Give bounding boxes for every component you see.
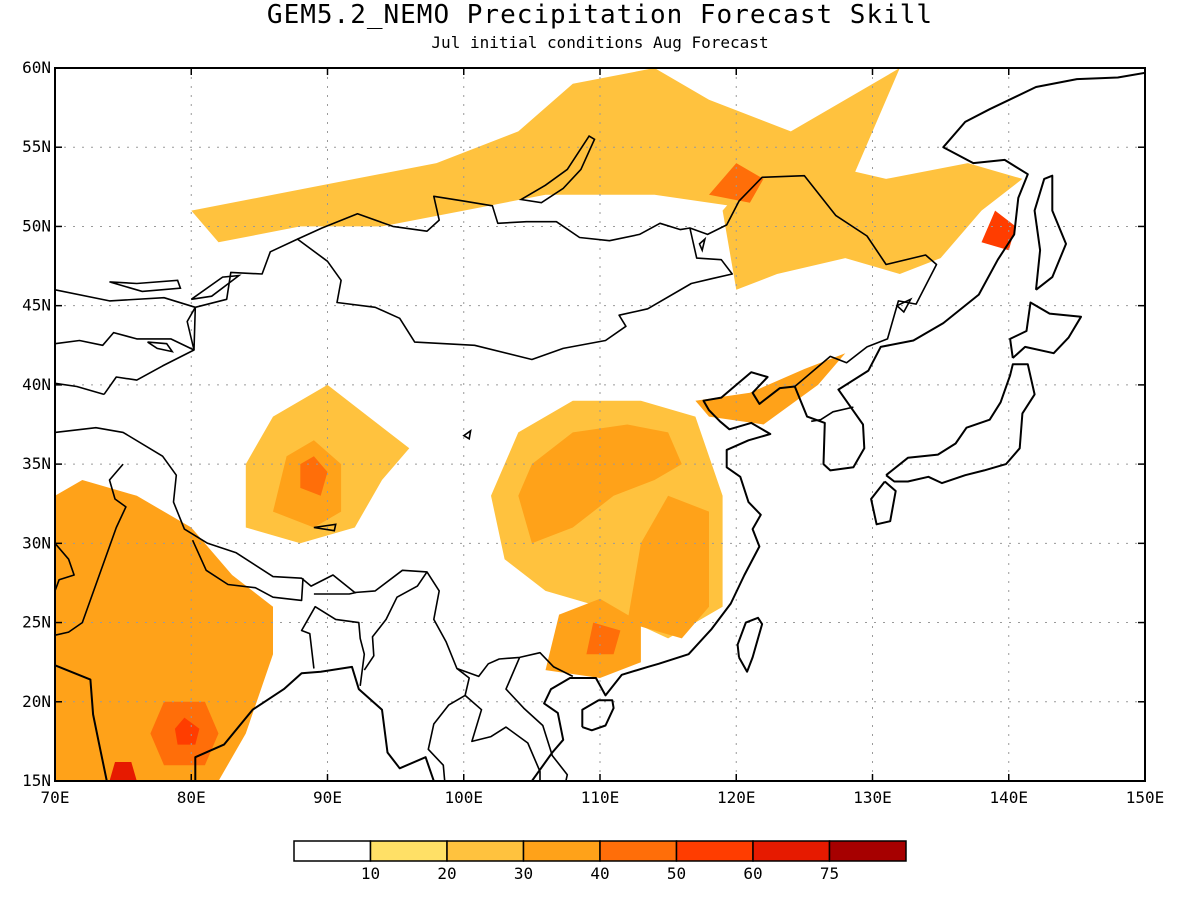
colorbar-swatch [828,840,907,862]
lat-tick-label: 60N [22,58,51,77]
colorbar-label: 20 [437,864,456,883]
lon-tick-label: 150E [1126,788,1165,807]
lake-outline [109,279,182,293]
lon-tick-label: 90E [313,788,342,807]
skill-region-jiangnan [627,495,709,639]
coastline [1009,301,1082,359]
coastline [1033,174,1067,291]
lat-tick-label: 25N [22,613,51,632]
chart-title: GEM5.2_NEMO Precipitation Forecast Skill [266,0,934,30]
country-border [55,331,195,351]
colorbar-swatch [675,840,754,862]
skill-region-tibet-core [300,456,328,496]
lake-outline [698,236,707,253]
lon-tick-label: 110E [581,788,620,807]
colorbar: 10 20 30 40 50 60 75 [293,840,907,883]
coastline [531,71,1145,781]
skill-region-south-china-core [586,622,621,655]
lat-tick-label: 30N [22,533,51,552]
skill-region-india-hotspot [174,717,200,745]
gridlines [55,68,1145,781]
coastline [55,664,108,781]
colorbar-swatch [446,840,525,862]
country-border [186,306,196,351]
lake-outline [147,341,175,353]
colorbar-label: 30 [514,864,533,883]
country-border [300,605,366,687]
coastline [581,699,615,732]
lat-tick-label: 35N [22,454,51,473]
country-border [103,174,938,395]
lat-tick-label: 55N [22,137,51,156]
country-border [55,542,75,592]
country-border [297,195,691,242]
country-border [191,539,304,602]
colorbar-swatch [369,840,448,862]
skill-region-siberia-north [191,68,900,243]
axis-ticks: 70E 80E 90E 100E 110E 120E 130E 140E 150E 15N 20N 2… [22,58,1164,807]
coastline [870,480,897,526]
lat-tick-label: 20N [22,692,51,711]
country-border [55,463,127,636]
coastline [885,363,1036,485]
lake-outline [190,274,242,301]
country-border [55,426,574,678]
colorbar-label: 60 [743,864,762,883]
lon-tick-label: 100E [444,788,483,807]
skill-region-sakhalin-coast [981,210,1016,251]
country-border [363,571,428,671]
country-borders [55,174,938,781]
country-border [55,289,196,309]
chart-subtitle: Jul initial conditions Aug Forecast [431,33,769,52]
lakes [109,135,913,532]
lon-tick-label: 80E [177,788,206,807]
coastlines [55,71,1145,781]
country-border [427,667,471,781]
lon-tick-label: 140E [989,788,1028,807]
lake-outline [518,135,596,204]
coastline [194,665,435,781]
country-border [55,382,105,396]
country-border [464,694,541,781]
lake-outline [462,429,472,441]
skill-region-north-india [55,480,273,781]
coastline [736,616,764,673]
lat-tick-label: 40N [22,375,51,394]
lake-outline [313,523,337,532]
lat-tick-label: 50N [22,216,51,235]
country-border [811,406,854,423]
lat-tick-label: 15N [22,771,51,790]
skill-region-lake-baikal [709,163,764,203]
colorbar-label: 40 [590,864,609,883]
skill-region-south-india-max [109,762,137,781]
skill-region-northeast-china [695,353,846,425]
lat-tick-label: 45N [22,296,51,315]
country-border [313,591,357,595]
colorbar-swatch [293,840,372,862]
country-border [505,657,569,781]
skill-contours [55,68,1023,781]
colorbar-label: 50 [667,864,686,883]
lake-outline [895,297,913,314]
lon-tick-label: 120E [717,788,756,807]
colorbar-swatch [522,840,601,862]
colorbar-swatch [599,840,678,862]
colorbar-label: 75 [820,864,839,883]
lon-tick-label: 130E [853,788,892,807]
colorbar-label: 10 [361,864,380,883]
colorbar-swatch [752,840,831,862]
lon-tick-label: 70E [41,788,70,807]
